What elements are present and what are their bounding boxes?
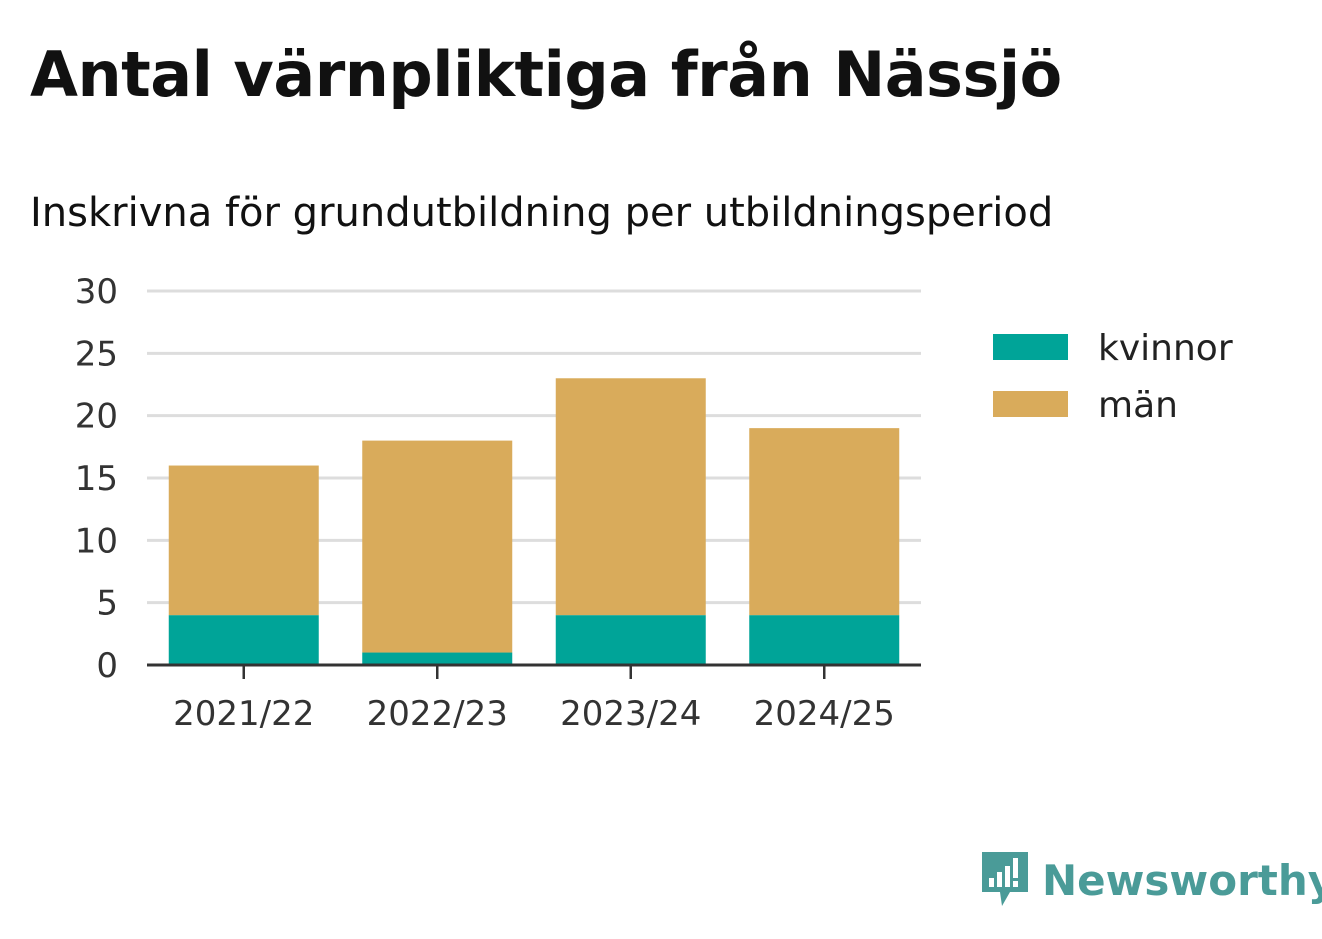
y-tick-label: 25: [75, 334, 118, 374]
newsworthy-logo-icon: [980, 848, 1030, 912]
x-tick-label: 2022/23: [367, 694, 508, 734]
bar-kvinnor-2023-24: [555, 615, 706, 665]
bar-män-2022-23: [362, 440, 513, 653]
x-tick-label: 2021/22: [173, 694, 314, 734]
legend-label-män: män: [1098, 385, 1178, 426]
legend-swatch-män: [993, 391, 1068, 417]
bar-män-2024-25: [749, 428, 900, 616]
legend-swatch-kvinnor: [993, 334, 1068, 360]
bar-kvinnor-2022-23: [362, 652, 513, 665]
bar-kvinnor-2024-25: [749, 615, 900, 665]
bar-kvinnor-2021-22: [168, 615, 319, 665]
y-tick-label: 0: [96, 646, 118, 686]
y-tick-label: 5: [96, 584, 118, 624]
bars: [168, 378, 900, 665]
x-tick-label: 2023/24: [560, 694, 701, 734]
bar-män-2023-24: [555, 378, 706, 616]
legend-label-kvinnor: kvinnor: [1098, 328, 1233, 369]
bar-män-2021-22: [168, 465, 319, 616]
newsworthy-brand: Newsworthy: [980, 848, 1322, 912]
axes: 0 5 10 15 20 25 30 2021/22 2022/23 2023/24 2024/25: [75, 272, 921, 734]
y-tick-label: 10: [75, 521, 118, 561]
y-tick-label: 20: [75, 397, 118, 437]
legend: kvinnor män: [993, 328, 1233, 426]
y-tick-label: 15: [75, 459, 118, 499]
y-tick-label: 30: [75, 272, 118, 312]
chart-title: Antal värnpliktiga från Nässjö: [30, 38, 1062, 111]
brand-name: Newsworthy: [1042, 855, 1322, 905]
chart-subtitle: Inskrivna för grundutbildning per utbild…: [30, 190, 1054, 236]
x-tick-label: 2024/25: [754, 694, 895, 734]
